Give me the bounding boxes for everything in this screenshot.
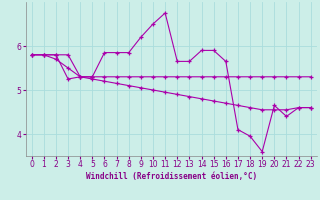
X-axis label: Windchill (Refroidissement éolien,°C): Windchill (Refroidissement éolien,°C) [86, 172, 257, 181]
